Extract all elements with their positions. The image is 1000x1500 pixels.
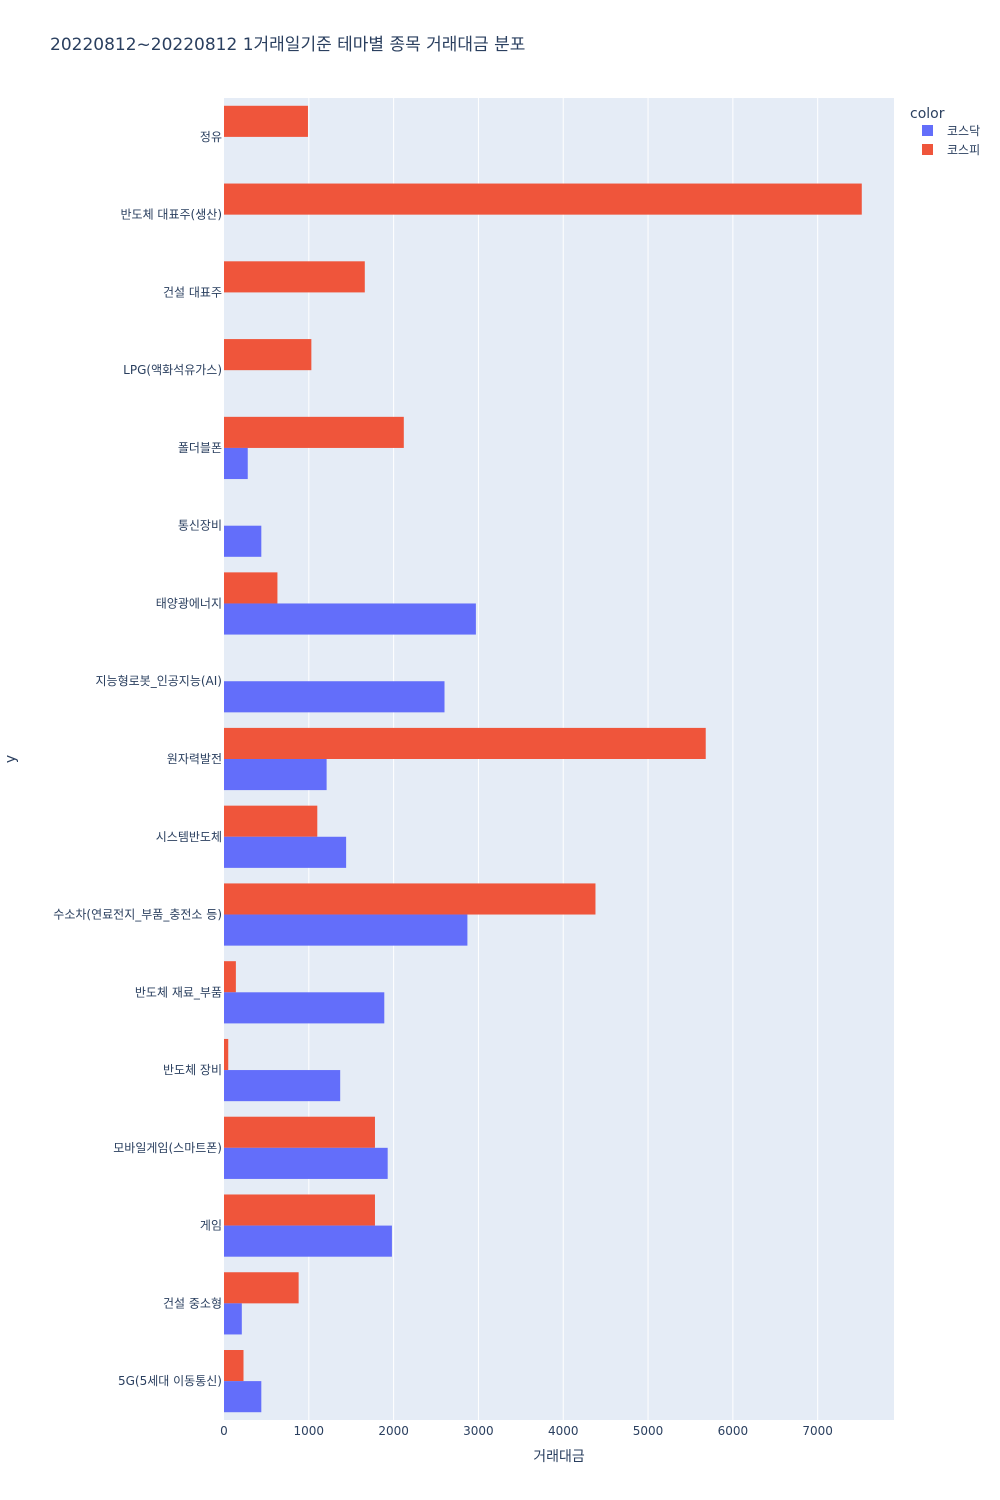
y-tick-label: 폴더블폰 [178, 441, 222, 455]
y-tick-label: 태양광에너지 [156, 596, 222, 610]
bar-코스피-4 [224, 416, 404, 448]
x-tick-label: 6000 [718, 1424, 749, 1438]
x-tick-label: 0 [220, 1424, 228, 1438]
x-tick-label: 3000 [463, 1424, 494, 1438]
legend-swatch [922, 125, 933, 136]
x-tick-label: 2000 [378, 1424, 409, 1438]
y-tick-label: 정유 [200, 130, 222, 144]
y-tick-label: 건설 중소형 [163, 1296, 222, 1310]
bar-코스닥-5 [224, 525, 262, 557]
bar-코스피-14 [224, 1194, 375, 1226]
bar-코스닥-15 [224, 1303, 242, 1335]
bar-코스닥-12 [224, 1070, 341, 1102]
bar-코스닥-4 [224, 447, 248, 480]
bar-코스피-6 [224, 572, 278, 604]
y-tick-label: 모바일게임(스마트폰) [113, 1141, 222, 1155]
x-tick-labels: 0 1000 2000 3000 4000 5000 6000 7000 [220, 1424, 833, 1438]
y-tick-label: 게임 [200, 1219, 222, 1233]
x-tick-label: 5000 [633, 1424, 664, 1438]
bar-코스닥-14 [224, 1225, 392, 1257]
x-tick-label: 7000 [802, 1424, 833, 1438]
y-tick-label: 지능형로봇_인공지능(AI) [96, 674, 222, 688]
y-tick-label: 반도체 재료_부품 [135, 985, 222, 999]
x-tick-label: 1000 [294, 1424, 325, 1438]
legend-label: 코스닥 [947, 124, 980, 138]
bar-코스닥-7 [224, 681, 445, 713]
legend-swatch [922, 144, 933, 155]
bar-코스닥-16 [224, 1381, 262, 1413]
bar-코스피-10 [224, 883, 596, 915]
y-axis-title: y [3, 755, 19, 763]
y-tick-label: LPG(액화석유가스) [123, 363, 222, 377]
bar-코스피-15 [224, 1272, 299, 1304]
bar-코스피-13 [224, 1116, 375, 1148]
bar-코스닥-8 [224, 759, 327, 791]
bar-코스피-3 [224, 339, 312, 371]
y-tick-label: 5G(5세대 이동통신) [118, 1374, 222, 1388]
bar-코스닥-13 [224, 1147, 388, 1179]
y-tick-label: 시스템반도체 [156, 830, 222, 844]
bar-코스피-9 [224, 805, 318, 837]
legend-title: color [910, 106, 945, 122]
bar-코스피-1 [224, 183, 862, 215]
y-tick-label: 수소차(연료전지_부품_충전소 등) [53, 908, 222, 922]
y-tick-label: 통신장비 [178, 519, 222, 533]
bar-코스피-12 [224, 1038, 229, 1071]
bars [224, 105, 862, 1413]
bar-코스피-16 [224, 1350, 244, 1382]
bar-코스닥-10 [224, 914, 468, 946]
y-tick-label: 반도체 장비 [163, 1063, 222, 1077]
bar-코스피-2 [224, 261, 365, 293]
bar-코스피-0 [224, 105, 308, 137]
x-tick-label: 4000 [548, 1424, 579, 1438]
bar-코스닥-9 [224, 836, 347, 868]
bar-코스닥-11 [224, 992, 385, 1024]
bar-코스닥-6 [224, 603, 476, 635]
y-tick-label: 건설 대표주 [163, 285, 222, 299]
x-axis-title: 거래대금 [533, 1449, 585, 1465]
y-tick-label: 원자력발전 [167, 752, 222, 766]
chart-title: 20220812~20220812 1거래일기준 테마별 종목 거래대금 분포 [50, 35, 525, 55]
y-tick-label: 반도체 대표주(생산) [121, 208, 223, 222]
bar-코스피-8 [224, 727, 706, 759]
legend-label: 코스피 [947, 143, 980, 157]
bar-코스피-11 [224, 961, 236, 993]
